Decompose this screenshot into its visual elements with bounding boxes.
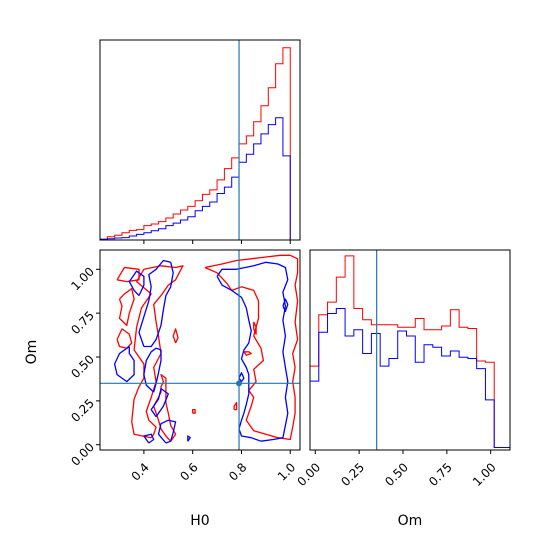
- joint-y-tick-label: 0.50: [68, 352, 97, 381]
- blue-contour-10: [143, 433, 155, 444]
- blue-contour-2: [150, 387, 169, 418]
- om-blue-histogram: [309, 307, 511, 450]
- om-histogram-x-tick-label: 0.50: [382, 460, 411, 489]
- red-contour-7: [172, 328, 179, 344]
- blue-contour-5: [138, 259, 174, 348]
- red-contour-3: [204, 254, 299, 441]
- joint-frame: [99, 249, 301, 451]
- h0-axis-label: H0: [190, 513, 209, 529]
- red-contour-5: [118, 287, 135, 327]
- red-contour-8: [192, 408, 196, 414]
- blue-contour-8: [282, 298, 289, 313]
- om-histogram-x-tick-label: 0.75: [426, 460, 455, 489]
- red-contour-1: [131, 265, 184, 439]
- joint-truth-marker: [236, 380, 243, 387]
- h0-histogram-frame: [99, 39, 301, 241]
- h0-blue-histogram: [99, 117, 298, 241]
- joint-y-tick-label: 1.00: [68, 264, 97, 293]
- joint-y-tick-label: 0.25: [68, 396, 97, 425]
- joint-x-tick-label: 0.6: [177, 460, 200, 483]
- joint-y-tick-label: 0.00: [68, 440, 97, 469]
- joint-contour-panel: 0.4 0.6 0.8 1.00.000.250.500.751.00: [68, 249, 301, 484]
- blue-contour-7: [216, 261, 289, 442]
- blue-contour-11: [238, 372, 245, 383]
- h0-red-histogram: [99, 47, 298, 241]
- joint-y-tick-label: 0.75: [68, 308, 97, 337]
- red-contour-4: [116, 266, 140, 283]
- blue-contour-3: [143, 347, 162, 393]
- blue-contour-4: [113, 345, 135, 383]
- joint-x-tick-label: 0.8: [226, 460, 249, 483]
- joint-x-tick-label: 0.4: [129, 460, 152, 483]
- red-contour-2: [153, 373, 177, 442]
- blue-contour-6: [128, 270, 145, 297]
- blue-contour-9: [187, 435, 191, 442]
- om-histogram-frame: [309, 249, 511, 451]
- om-red-histogram: [309, 255, 511, 450]
- h0-histogram-panel: [99, 39, 301, 244]
- om-histogram-x-tick-label: 1.00: [470, 460, 499, 489]
- red-contour-10: [243, 351, 252, 356]
- red-contour-6: [116, 328, 133, 349]
- red-contour-11: [253, 321, 257, 335]
- om-histogram-x-tick-label: 0.00: [295, 460, 324, 489]
- om-histogram-x-tick-label: 0.25: [338, 460, 367, 489]
- red-contour-9: [233, 401, 238, 411]
- om-axis-label: Om: [398, 513, 423, 529]
- om-y-axis-label: Om: [24, 340, 40, 365]
- om-histogram-panel: 0.00 0.25 0.50 0.75 1.00: [295, 249, 511, 489]
- blue-contour-1: [157, 419, 177, 444]
